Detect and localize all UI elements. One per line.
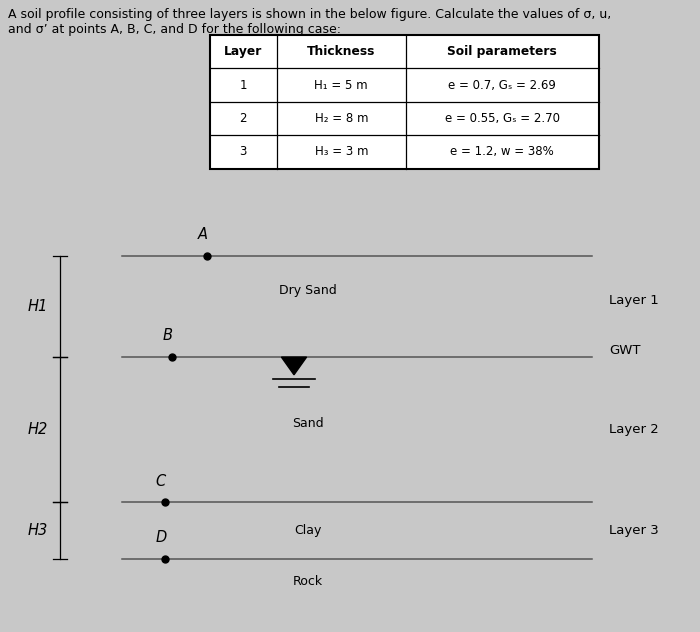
- Text: A soil profile consisting of three layers is shown in the below figure. Calculat: A soil profile consisting of three layer…: [8, 8, 612, 21]
- Bar: [210, 35, 598, 169]
- Text: Layer 3: Layer 3: [609, 525, 659, 537]
- Text: e = 0.55, Gₛ = 2.70: e = 0.55, Gₛ = 2.70: [444, 112, 560, 125]
- Text: B: B: [163, 328, 173, 343]
- Text: Sand: Sand: [292, 417, 324, 430]
- Text: Layer 2: Layer 2: [609, 423, 659, 436]
- Text: GWT: GWT: [609, 344, 640, 357]
- Text: H1: H1: [28, 299, 48, 314]
- Text: Layer 1: Layer 1: [609, 294, 659, 307]
- Polygon shape: [281, 357, 307, 375]
- Text: Layer: Layer: [224, 45, 262, 58]
- Text: C: C: [156, 473, 166, 489]
- Text: Rock: Rock: [293, 575, 323, 588]
- Text: Thickness: Thickness: [307, 45, 375, 58]
- Bar: [210, 35, 598, 169]
- Text: H₁ = 5 m: H₁ = 5 m: [314, 78, 368, 92]
- Text: e = 1.2, w = 38%: e = 1.2, w = 38%: [450, 145, 554, 159]
- Text: Dry Sand: Dry Sand: [279, 284, 337, 297]
- Text: e = 0.7, Gₛ = 2.69: e = 0.7, Gₛ = 2.69: [448, 78, 556, 92]
- Text: H3: H3: [28, 523, 48, 538]
- Text: Soil parameters: Soil parameters: [447, 45, 557, 58]
- Text: D: D: [155, 530, 167, 545]
- Text: and σ’ at points A, B, C, and D for the following case:: and σ’ at points A, B, C, and D for the …: [8, 23, 342, 36]
- Text: 2: 2: [239, 112, 247, 125]
- Text: H₂ = 8 m: H₂ = 8 m: [314, 112, 368, 125]
- Text: A: A: [198, 227, 208, 242]
- Text: H₃ = 3 m: H₃ = 3 m: [314, 145, 368, 159]
- Text: 1: 1: [239, 78, 247, 92]
- Text: 3: 3: [239, 145, 247, 159]
- Text: Clay: Clay: [294, 525, 322, 537]
- Text: H2: H2: [28, 422, 48, 437]
